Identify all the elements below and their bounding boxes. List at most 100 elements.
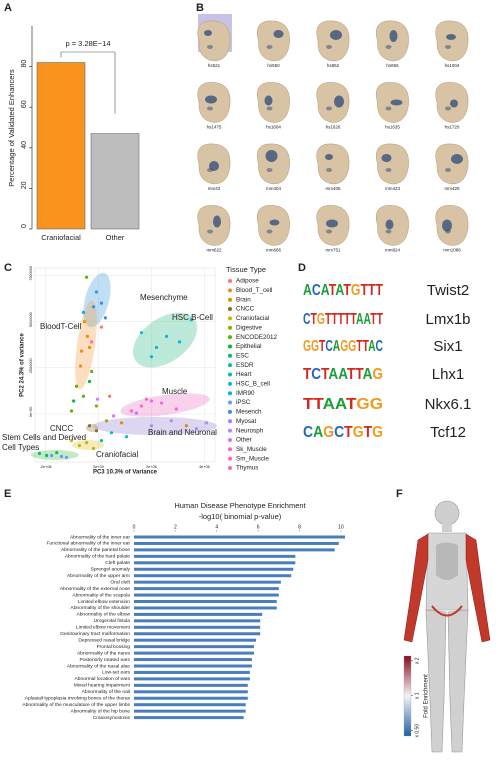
- motif-letter: G: [340, 338, 348, 355]
- cluster-ellipse: [93, 417, 217, 435]
- motif-letter: T: [319, 338, 325, 355]
- embryo-image: [435, 143, 469, 185]
- category-label: Depressed nasal bridge: [78, 637, 130, 643]
- chart-subtitle: -log10( binomial p-value): [199, 512, 282, 521]
- x-tick-label: 0: [133, 524, 136, 530]
- legend-label: Myosat: [236, 418, 257, 425]
- motif-letter: A: [313, 424, 323, 441]
- legend-label: ENCODE2012: [236, 334, 277, 341]
- y-tick-label: 2500000: [29, 358, 33, 373]
- motif-letter: T: [355, 366, 363, 383]
- bar: [36, 62, 86, 230]
- point: [103, 316, 108, 320]
- stain: [207, 168, 213, 172]
- point: [149, 355, 154, 359]
- motif-name: Twist2: [427, 282, 470, 299]
- panel-label: B: [196, 2, 204, 14]
- embryo-label: hs521: [208, 63, 221, 68]
- point: [194, 427, 199, 431]
- embryo-label: mm404: [266, 186, 282, 191]
- point: [81, 310, 86, 314]
- embryo-label: hs1635: [385, 125, 400, 130]
- motif-letter: G: [348, 338, 356, 355]
- x-axis-label: PC3 10.3% of Variance: [93, 470, 158, 476]
- bar: [134, 696, 248, 700]
- point: [99, 301, 104, 305]
- point: [99, 438, 104, 443]
- embryo-image: [316, 205, 350, 246]
- legend-label: IMR90: [236, 390, 255, 397]
- motif-letter: G: [323, 424, 334, 441]
- stain: [445, 229, 451, 234]
- point: [85, 334, 90, 338]
- chart-title: Human Disease Phenotype Enrichment: [174, 501, 306, 510]
- bar: [134, 677, 250, 681]
- cluster-label: Brain and Neuronal: [148, 428, 217, 437]
- bar: [90, 133, 140, 230]
- embryo-label: mm751: [325, 248, 341, 253]
- legend-swatch: [228, 325, 232, 330]
- point: [87, 379, 92, 384]
- motif-letter: A: [323, 396, 336, 413]
- x-tick-label: Other: [106, 233, 125, 242]
- y-tick-label: 80: [21, 60, 28, 68]
- y-tick-label: 7500000: [29, 266, 33, 281]
- legend-swatch: [228, 363, 232, 368]
- embryo-label: mm1086: [443, 248, 461, 253]
- motif-letter: A: [364, 311, 372, 328]
- panel-label: D: [298, 262, 306, 274]
- legend-label: Sm_Muscle: [236, 455, 269, 462]
- point: [204, 421, 209, 425]
- x-tick-label: 8: [298, 524, 301, 530]
- motif-letter: A: [303, 282, 312, 299]
- motif-letter: T: [329, 282, 337, 299]
- y-tick-label: 20: [21, 181, 28, 189]
- embryo-image: [375, 205, 409, 246]
- legend-swatch: [228, 335, 232, 340]
- point: [94, 429, 99, 433]
- point: [69, 438, 74, 443]
- category-label: Abnormality of the hard palate: [65, 554, 131, 560]
- bar: [134, 619, 261, 623]
- motif-letter: G: [356, 396, 369, 413]
- stain: [385, 168, 392, 172]
- motif-letter: C: [334, 424, 344, 441]
- point: [174, 407, 178, 411]
- category-label: Abnormality of the inner ear: [70, 534, 130, 540]
- pelvis: [431, 605, 463, 617]
- motif-logo: CAGCTGTG: [303, 424, 383, 441]
- point: [59, 454, 64, 459]
- point: [184, 424, 189, 428]
- panel-label: A: [4, 2, 12, 14]
- bar: [134, 716, 244, 720]
- motif-letter: T: [375, 282, 383, 299]
- stain: [450, 99, 458, 108]
- legend-label: CNCC: [236, 306, 255, 313]
- embryo-image: [197, 205, 231, 246]
- stain: [381, 154, 392, 162]
- point: [112, 414, 116, 418]
- embryo-label: mm666: [266, 248, 282, 253]
- bar: [134, 593, 279, 597]
- motif-letter: T: [311, 311, 318, 328]
- x-tick-label: 6: [257, 524, 260, 530]
- motif-letter: G: [311, 338, 319, 355]
- x-tick-label: -2e+06: [40, 465, 52, 469]
- point: [108, 394, 112, 398]
- embryo-label: hs1475: [207, 125, 222, 130]
- x-tick-label: 4e+06: [199, 465, 210, 469]
- motif-letter: T: [360, 282, 368, 299]
- stain: [207, 229, 213, 234]
- stain: [385, 229, 392, 234]
- legend-swatch: [228, 400, 232, 405]
- legend-swatch: [228, 466, 232, 470]
- stain: [385, 219, 394, 230]
- legend-swatch: [228, 307, 232, 312]
- bar: [134, 541, 339, 545]
- x-tick-label: 10: [338, 524, 344, 530]
- point: [55, 450, 59, 455]
- stain: [265, 150, 278, 162]
- motif-name: Lhx1: [432, 366, 465, 383]
- legend-swatch: [228, 409, 232, 414]
- cluster-label: BloodT-Cell: [40, 322, 82, 331]
